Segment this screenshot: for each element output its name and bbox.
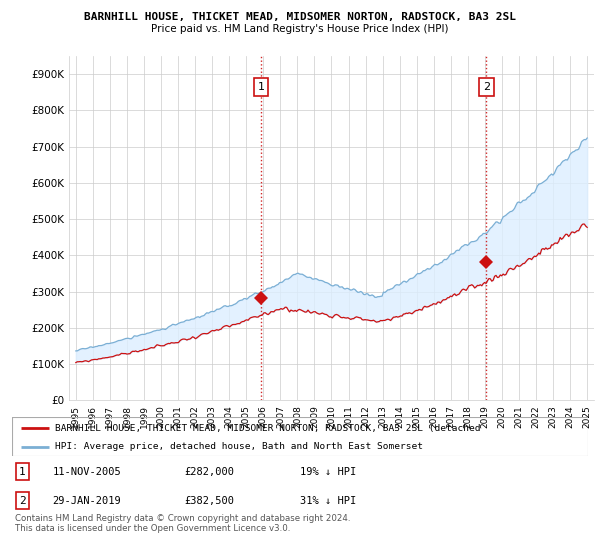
Text: BARNHILL HOUSE, THICKET MEAD, MIDSOMER NORTON, RADSTOCK, BA3 2SL (detached: BARNHILL HOUSE, THICKET MEAD, MIDSOMER N… [55,424,481,433]
Text: Price paid vs. HM Land Registry's House Price Index (HPI): Price paid vs. HM Land Registry's House … [151,24,449,34]
Text: Contains HM Land Registry data © Crown copyright and database right 2024.
This d: Contains HM Land Registry data © Crown c… [15,514,350,534]
Text: 2: 2 [483,82,490,92]
Text: 11-NOV-2005: 11-NOV-2005 [52,467,121,477]
Text: 2: 2 [19,496,26,506]
Text: 1: 1 [257,82,265,92]
Text: £382,500: £382,500 [185,496,235,506]
Text: HPI: Average price, detached house, Bath and North East Somerset: HPI: Average price, detached house, Bath… [55,442,423,451]
Text: 29-JAN-2019: 29-JAN-2019 [52,496,121,506]
Text: 31% ↓ HPI: 31% ↓ HPI [300,496,356,506]
Text: £282,000: £282,000 [185,467,235,477]
Text: BARNHILL HOUSE, THICKET MEAD, MIDSOMER NORTON, RADSTOCK, BA3 2SL: BARNHILL HOUSE, THICKET MEAD, MIDSOMER N… [84,12,516,22]
Text: 1: 1 [19,467,26,477]
Text: 19% ↓ HPI: 19% ↓ HPI [300,467,356,477]
